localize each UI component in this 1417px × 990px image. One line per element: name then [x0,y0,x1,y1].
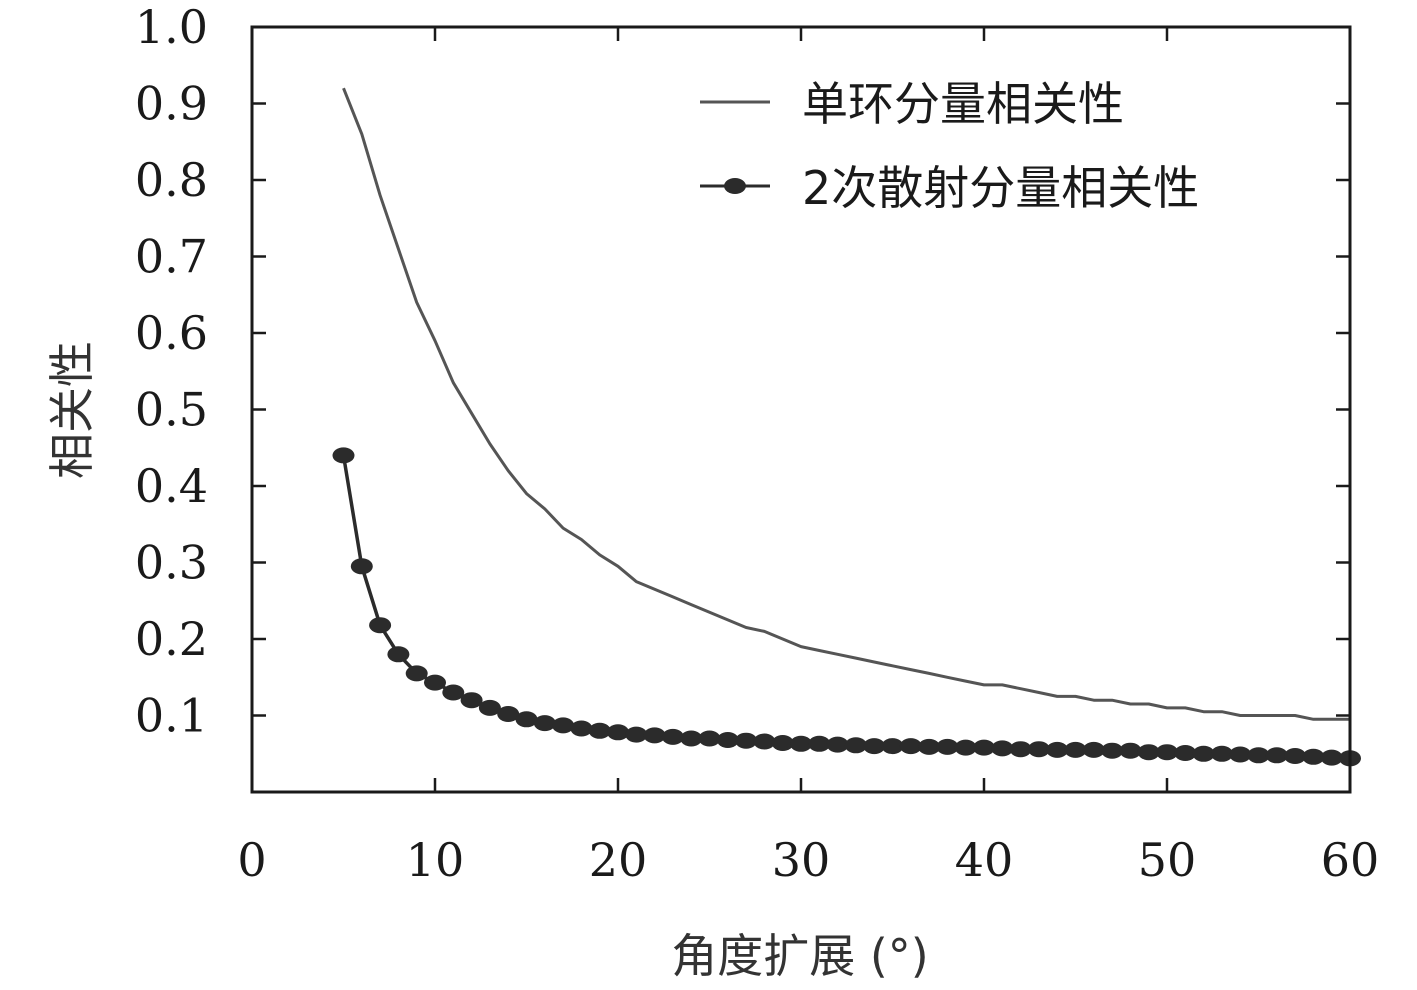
series-point [753,733,776,750]
series-point [863,738,886,755]
series-point [698,730,721,747]
x-tick-label: 10 [406,833,465,887]
series-point [387,646,410,663]
y-tick-label: 0.6 [135,306,208,360]
series-point [1119,742,1142,759]
y-tick-label: 0.7 [135,230,208,284]
x-tick-label: 30 [772,833,831,887]
series-point [332,447,355,464]
legend-marker-double-scatter [724,178,746,194]
series-point [826,736,849,753]
x-tick-label: 20 [589,833,648,887]
y-tick-label: 1.0 [135,0,208,54]
series-point [515,711,538,728]
legend: 单环分量相关性 2次散射分量相关性 [700,77,1199,215]
series-point [1064,741,1087,758]
x-tick-label: 40 [955,833,1014,887]
series-point [881,738,904,755]
series-point [478,699,501,716]
series-point [899,738,922,755]
series-point [1156,744,1178,761]
series-point [790,735,812,752]
series-point [991,740,1014,757]
series-point [607,724,629,741]
series-point [1284,748,1307,764]
y-tick-label: 0.5 [135,383,208,437]
x-tick-label: 50 [1138,833,1197,887]
y-axis-title: 相关性 [45,341,99,479]
series-point [918,738,941,755]
y-tick-label: 0.1 [135,689,208,743]
series-point [1210,745,1233,762]
series-point [1137,744,1160,761]
series-point [1101,742,1124,759]
series-point [552,717,575,734]
series-point [1320,749,1343,766]
series-point [588,722,611,739]
series-point [625,726,648,743]
series-point [954,739,977,756]
y-tick-label: 0.2 [135,612,208,666]
series-point [973,739,995,756]
series-point [1229,746,1252,763]
series-point [771,735,794,751]
series-point [350,558,373,575]
series-point [1009,741,1032,758]
series-point [716,732,739,748]
series-point [936,738,959,755]
y-tick-label: 0.9 [135,77,208,131]
y-tick-label: 0.8 [135,153,208,207]
y-tick-label: 0.3 [135,536,208,590]
series-point [1174,745,1197,761]
series-point [405,665,428,682]
series-point [1302,748,1325,765]
series-point [661,728,684,745]
axis-ticks [250,25,1352,792]
series-point [497,706,520,722]
series-point [424,674,446,691]
series-point [844,737,867,754]
series-point [1192,745,1215,762]
series-point [643,727,666,744]
series-point [533,715,556,732]
series-point [442,684,465,701]
x-tick-label: 60 [1321,833,1380,887]
plot-series [332,87,1361,767]
x-axis-title: 角度扩展 (°) [671,929,929,983]
axis-tick-labels: 0 10 20 30 40 50 60 0.1 0.2 0.3 0.4 0.5 0.6 0.7 0.8 0.9… [135,0,1379,887]
series-point [460,692,483,709]
legend-label-single-ring: 单环分量相关性 [802,77,1124,131]
series-line-0 [342,87,1350,721]
series-point [1265,747,1288,764]
series-point [680,730,703,747]
series-point [1046,741,1069,758]
y-tick-label: 0.4 [135,459,208,513]
series-point [1082,741,1105,758]
series-point [1027,741,1050,758]
series-point [735,732,758,749]
series-point [369,617,392,634]
series-point [570,720,593,737]
series-point [808,735,831,752]
x-tick-label: 0 [237,833,266,887]
legend-label-double-scatter: 2次散射分量相关性 [802,161,1199,215]
series-point [1247,747,1270,764]
